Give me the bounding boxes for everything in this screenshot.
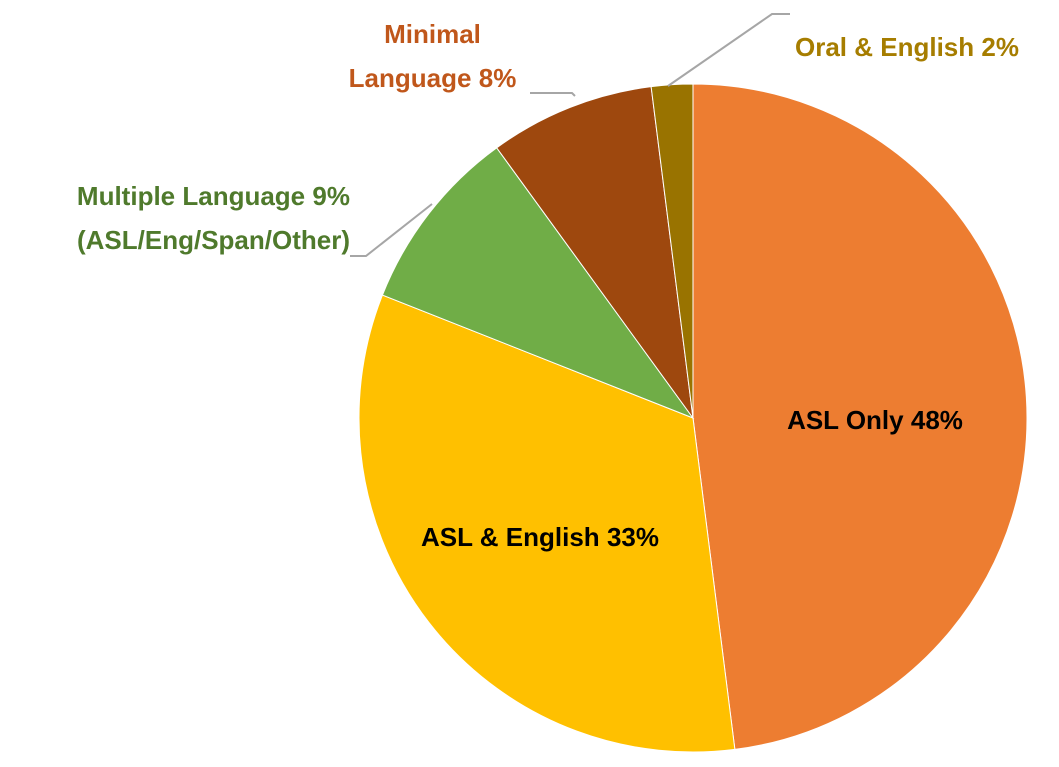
pie-slice — [650, 83, 694, 419]
pie-slice — [358, 294, 736, 753]
pie-slice — [495, 86, 694, 419]
label-detail: (ASL/Eng/Span/Other) — [77, 225, 350, 255]
category-name: Oral & English — [795, 32, 975, 62]
pie-slice — [692, 83, 1028, 750]
value-label: 33% — [606, 522, 659, 552]
leader-line — [350, 203, 433, 257]
value-label: 8% — [478, 63, 517, 93]
slice-label: Oral & English 2% — [795, 25, 1059, 69]
slice-label: ASL Only 48% — [760, 398, 990, 442]
slice-label: ASL & English 33% — [420, 515, 660, 559]
leader-line — [530, 92, 576, 97]
slices — [358, 83, 1028, 753]
category-name: ASL & English — [421, 522, 600, 552]
value-label: 48% — [910, 405, 963, 435]
value-label: 2% — [981, 32, 1019, 62]
slice-label: Multiple Language 9% (ASL/Eng/Span/Other) — [0, 174, 350, 262]
category-name: Minimal Language — [348, 19, 481, 93]
category-name: ASL Only — [787, 405, 904, 435]
value-label: 9% — [312, 181, 350, 211]
leader-line — [667, 13, 790, 87]
category-name: Multiple Language — [76, 181, 306, 211]
slice-label: Minimal Language 8% — [310, 12, 555, 100]
pie-slice — [381, 147, 695, 420]
